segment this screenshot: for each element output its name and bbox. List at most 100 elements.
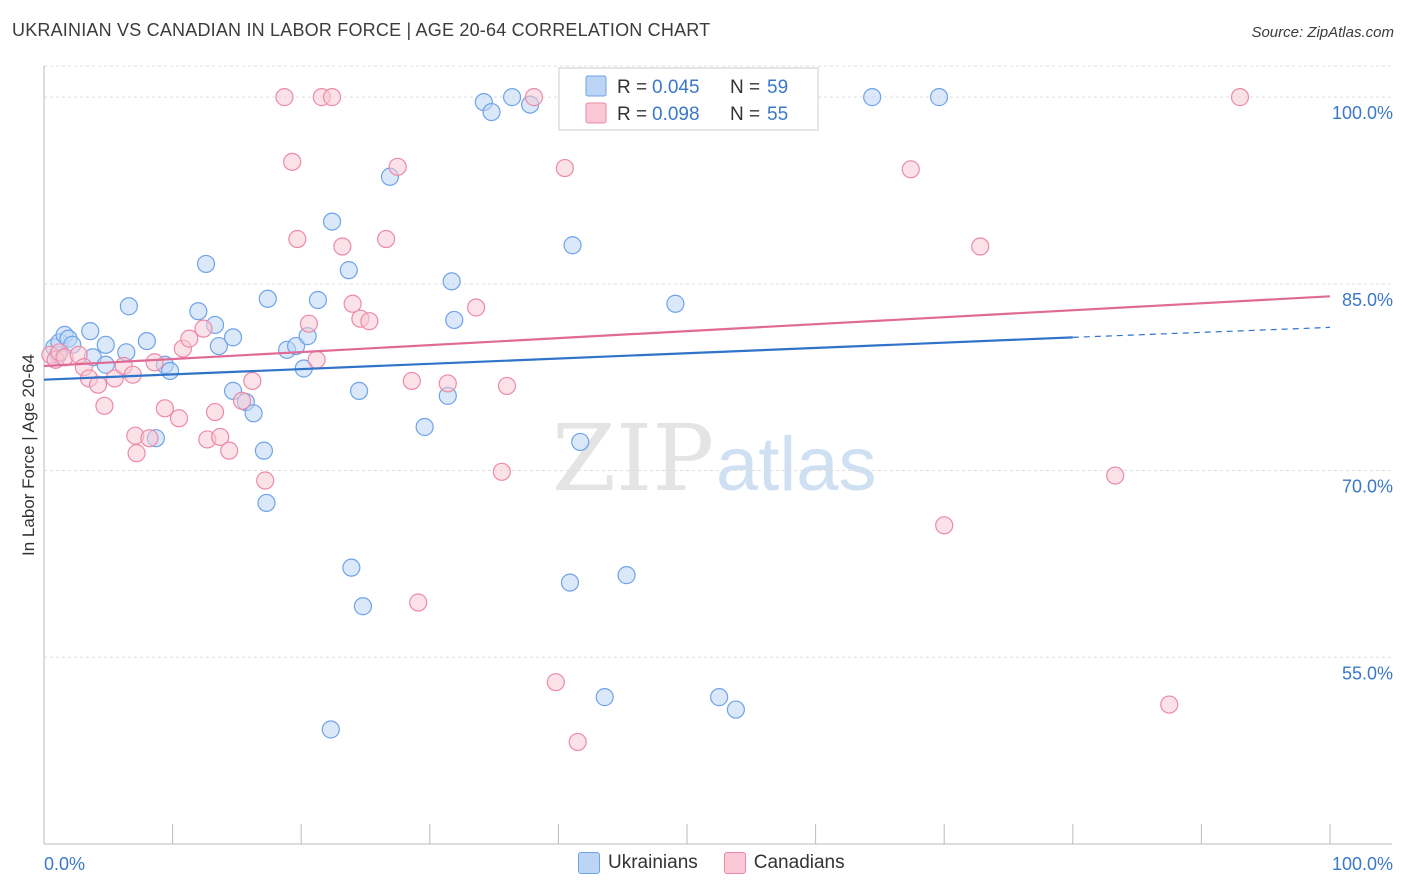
point-canadians	[307, 350, 326, 369]
y-axis-label: In Labor Force | Age 20-64	[19, 354, 38, 556]
point-ukrainians	[189, 302, 208, 321]
x-tick-label-max: 100.0%	[1332, 854, 1393, 874]
stats-r-label: R =	[617, 104, 647, 125]
point-canadians	[243, 371, 262, 391]
point-ukrainians	[339, 261, 358, 280]
stats-r-value: 0.098	[652, 104, 700, 125]
point-ukrainians	[137, 332, 156, 351]
point-canadians	[492, 462, 511, 481]
legend-item-canadians: Canadians	[723, 852, 845, 874]
point-canadians	[169, 409, 189, 428]
point-ukrainians	[415, 417, 434, 437]
point-ukrainians	[353, 597, 373, 616]
point-canadians	[1230, 88, 1250, 107]
point-canadians	[95, 396, 114, 415]
point-ukrainians	[96, 355, 115, 374]
point-canadians	[127, 444, 146, 463]
point-ukrainians	[258, 289, 277, 308]
point-canadians	[376, 229, 396, 249]
point-canadians	[105, 369, 124, 388]
stats-legend-swatch	[585, 102, 607, 124]
point-canadians	[971, 237, 990, 256]
point-ukrainians	[482, 102, 501, 122]
point-canadians	[402, 371, 421, 391]
point-canadians	[524, 88, 544, 107]
point-ukrainians	[503, 88, 522, 107]
point-ukrainians	[321, 720, 340, 739]
point-canadians	[388, 157, 407, 176]
stats-n-value: 55	[767, 104, 788, 125]
point-ukrainians	[257, 493, 276, 513]
point-ukrainians	[209, 336, 228, 356]
point-canadians	[409, 593, 428, 612]
point-canadians	[180, 329, 199, 348]
stats-n-label: N =	[730, 77, 760, 98]
y-tick-label: 85.0%	[1342, 290, 1393, 310]
x-tick-label-min: 0.0%	[44, 854, 85, 874]
bottom-legend: Ukrainians Canadians	[578, 852, 845, 874]
ukrainians-swatch	[578, 852, 600, 874]
point-canadians	[232, 391, 252, 410]
point-canadians	[256, 471, 275, 490]
trend-line-ukrainians	[43, 336, 1073, 381]
point-ukrainians	[223, 328, 243, 347]
stats-r-label: R =	[617, 77, 647, 98]
point-canadians	[343, 294, 362, 313]
watermark-atlas: atlas	[716, 422, 877, 507]
legend-label-ukrainians: Ukrainians	[608, 852, 698, 873]
trend-line-canadians	[43, 295, 1331, 368]
y-tick-label: 100.0%	[1332, 103, 1393, 123]
point-canadians	[205, 402, 225, 422]
point-ukrainians	[349, 381, 369, 400]
legend-item-ukrainians: Ukrainians	[578, 852, 698, 874]
point-canadians	[288, 229, 307, 249]
point-canadians	[497, 376, 517, 396]
point-canadians	[546, 673, 565, 692]
point-canadians	[88, 375, 108, 394]
point-canadians	[1160, 695, 1179, 714]
point-canadians	[155, 399, 174, 418]
point-canadians	[194, 319, 213, 338]
point-ukrainians	[442, 272, 461, 291]
point-canadians	[220, 441, 239, 460]
point-ukrainians	[244, 404, 263, 423]
point-ukrainians	[119, 297, 138, 316]
point-ukrainians	[342, 558, 361, 577]
stats-n-label: N =	[730, 104, 760, 125]
point-canadians	[438, 374, 457, 393]
point-ukrainians	[445, 310, 464, 330]
point-canadians	[935, 516, 954, 535]
point-canadians	[568, 732, 587, 752]
point-canadians	[283, 152, 302, 171]
y-tick-label: 55.0%	[1342, 663, 1393, 683]
trend-line-ukrainians-extension	[1072, 326, 1331, 338]
point-ukrainians	[308, 290, 328, 310]
point-canadians	[333, 237, 352, 256]
point-ukrainians	[196, 254, 216, 274]
stats-n-value: 59	[767, 77, 788, 98]
point-ukrainians	[81, 322, 100, 341]
point-canadians	[360, 312, 379, 331]
point-canadians	[211, 427, 230, 447]
point-ukrainians	[286, 336, 306, 356]
canadians-swatch	[723, 852, 746, 874]
point-ukrainians	[666, 294, 685, 313]
point-canadians	[901, 160, 920, 179]
point-ukrainians	[571, 432, 590, 452]
point-ukrainians	[96, 335, 115, 354]
point-canadians	[140, 429, 159, 448]
chart-source: Source: ZipAtlas.com	[1251, 24, 1394, 41]
stats-legend: R = 0.045 N = 59 R = 0.098 N = 55	[558, 67, 819, 131]
point-ukrainians	[929, 88, 949, 107]
point-ukrainians	[322, 212, 342, 231]
point-ukrainians	[726, 700, 745, 719]
chart-title: UKRAINIAN VS CANADIAN IN LABOR FORCE | A…	[12, 20, 711, 40]
point-canadians	[299, 314, 319, 333]
point-ukrainians	[254, 441, 274, 460]
stats-r-value: 0.045	[652, 77, 700, 98]
point-canadians	[1106, 466, 1125, 485]
legend-label-canadians: Canadians	[753, 852, 845, 873]
point-ukrainians	[595, 688, 614, 707]
stats-legend-swatch	[585, 75, 607, 97]
